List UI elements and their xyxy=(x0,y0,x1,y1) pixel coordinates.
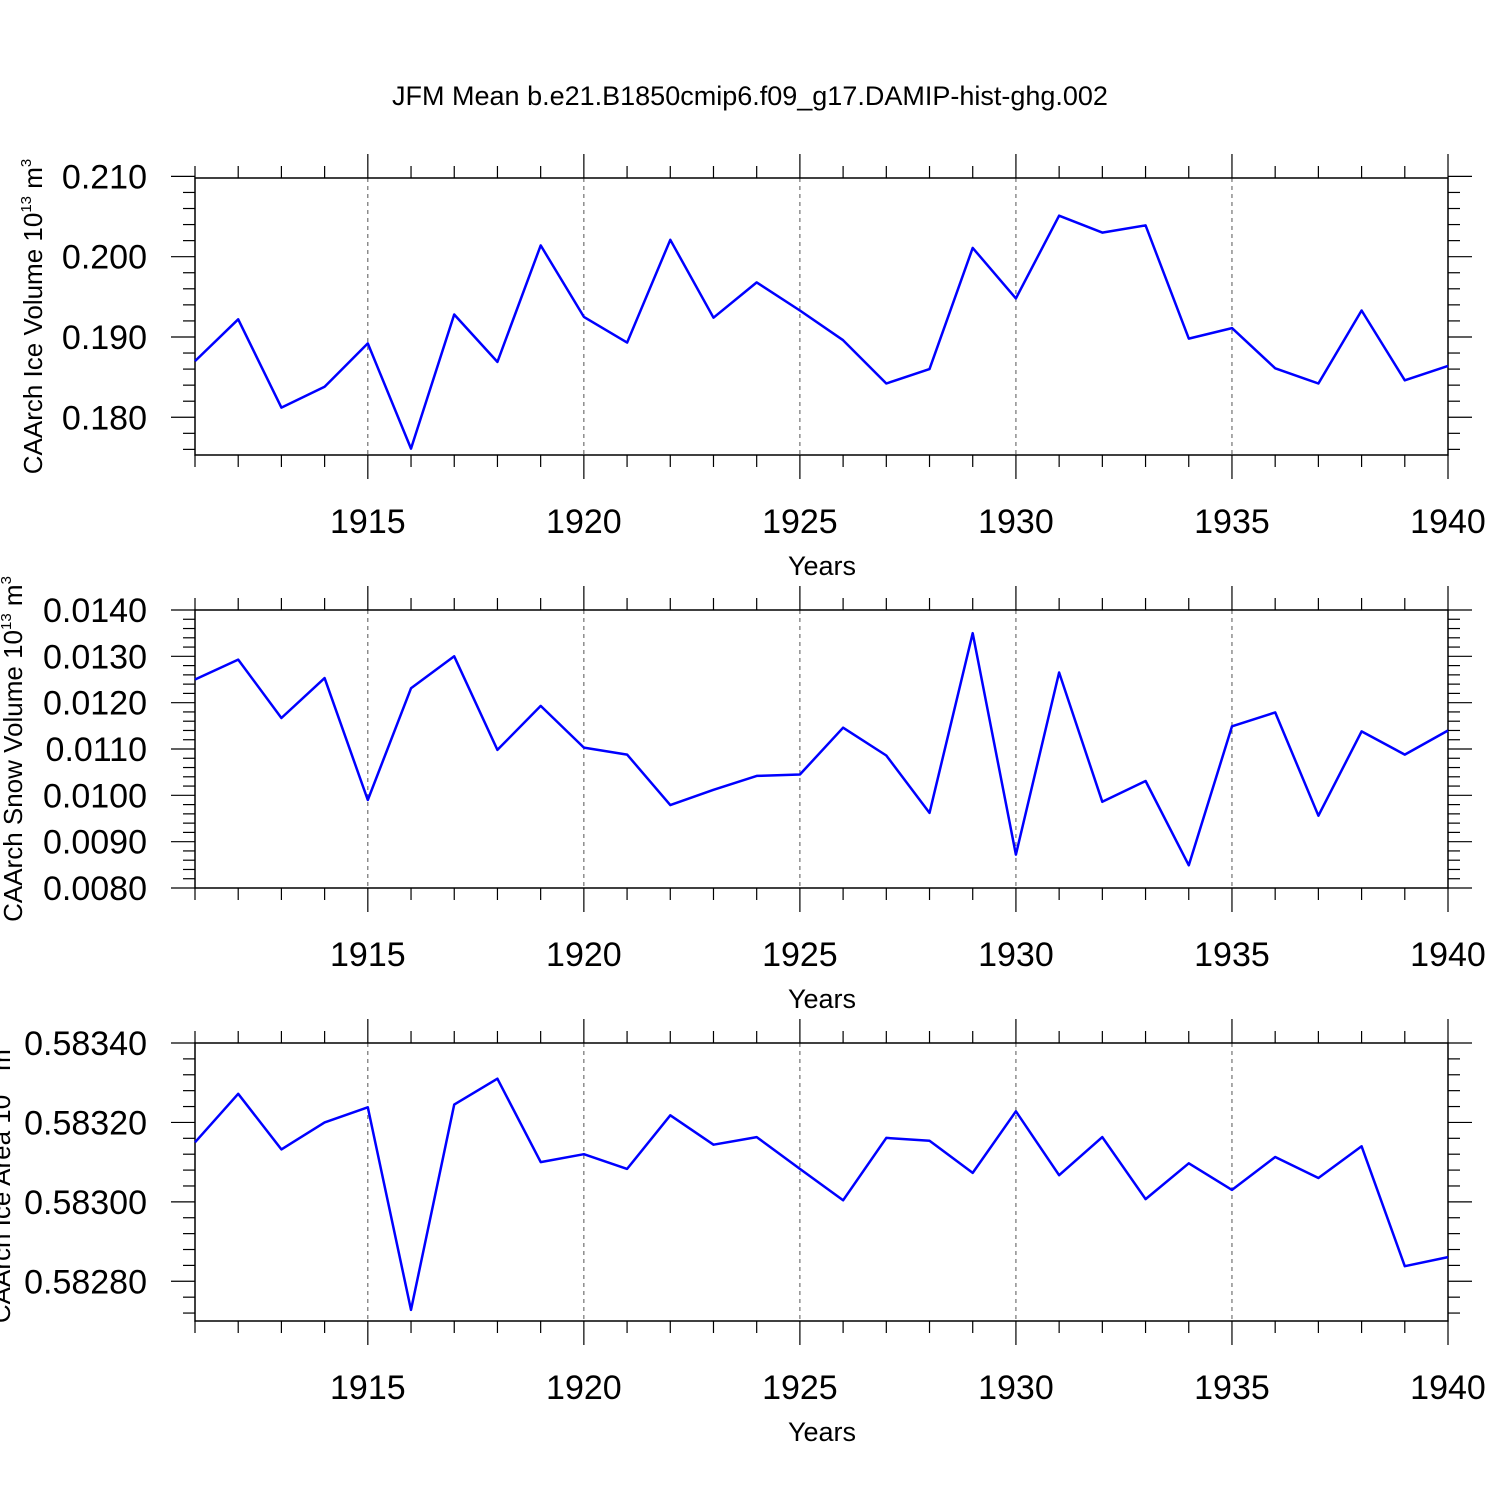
x-axis-label: Years xyxy=(788,984,856,1014)
x-tick-label: 1925 xyxy=(762,1369,838,1407)
y-tick-label: 0.0140 xyxy=(43,592,147,630)
x-axis-label: Years xyxy=(788,1417,856,1447)
x-tick-label: 1920 xyxy=(546,1369,622,1407)
y-axis-label-main: CAArch Snow Volume 10 xyxy=(0,630,28,922)
y-axis-label: CAArch Ice Area 1013 m2 xyxy=(0,1041,16,1323)
y-tick-label: 0.0090 xyxy=(43,824,147,862)
y-tick-label: 0.0130 xyxy=(43,638,147,676)
y-tick-label: 0.58280 xyxy=(24,1263,147,1301)
y-axis-label-unit: m xyxy=(18,167,48,196)
y-axis-label-main: CAArch Ice Volume 10 xyxy=(18,213,48,475)
y-tick-label: 0.0120 xyxy=(43,685,147,723)
y-axis-label-main: CAArch Ice Area 10 xyxy=(0,1095,16,1323)
chart-panel-3: 0.58280 0.58300 0.58320 0.58340 1915 1920 1925… xyxy=(0,1019,1486,1447)
x-tick-label: 1935 xyxy=(1194,936,1270,974)
y-axis-label-exponent: 13 xyxy=(0,613,15,630)
y-axis-label-exponent: 13 xyxy=(0,1078,3,1095)
y-axis-label-unit: m xyxy=(0,1049,16,1078)
y-axis-label-unit-exponent: 2 xyxy=(0,1041,3,1049)
x-tick-label: 1925 xyxy=(762,936,838,974)
x-tick-label: 1915 xyxy=(330,1369,406,1407)
x-tick-label: 1940 xyxy=(1410,503,1486,541)
plot-frame xyxy=(194,177,1449,456)
chart-panel-1: 0.180 0.190 0.200 0.210 1915 1920 1925 1930 1935… xyxy=(18,154,1486,581)
y-axis-label-exponent: 13 xyxy=(18,196,35,213)
y-axis-label-unit-exponent: 3 xyxy=(0,576,15,584)
x-tick-label: 1920 xyxy=(546,936,622,974)
x-tick-label: 1935 xyxy=(1194,1369,1270,1407)
x-tick-label: 1925 xyxy=(762,503,838,541)
x-tick-label: 1930 xyxy=(978,503,1054,541)
y-axis-label: CAArch Snow Volume 1013 m3 xyxy=(0,576,28,922)
y-tick-label: 0.0100 xyxy=(43,777,147,815)
chart-panel-2: 0.0080 0.0090 0.0100 0.0110 0.0120 0.0130 0.01… xyxy=(0,576,1486,1014)
x-tick-label: 1920 xyxy=(546,503,622,541)
series-line-1 xyxy=(194,631,1449,867)
figure-title: JFM Mean b.e21.B1850cmip6.f09_g17.DAMIP-… xyxy=(392,81,1108,111)
y-tick-label: 0.210 xyxy=(62,158,147,196)
y-tick-label: 0.0080 xyxy=(43,870,147,908)
chart-panels: 0.180 0.190 0.200 0.210 1915 1920 1925 1930 1935… xyxy=(0,154,1486,1447)
x-tick-label: 1930 xyxy=(978,1369,1054,1407)
plot-frame xyxy=(194,609,1449,889)
y-tick-label: 0.58300 xyxy=(24,1184,147,1222)
y-tick-label: 0.200 xyxy=(62,239,147,277)
y-axis-label-unit-exponent: 3 xyxy=(18,159,35,167)
y-tick-label: 0.180 xyxy=(62,399,147,437)
y-axis-label: CAArch Ice Volume 1013 m3 xyxy=(18,159,48,475)
x-axis-label: Years xyxy=(788,551,856,581)
x-tick-label: 1935 xyxy=(1194,503,1270,541)
y-tick-label: 0.0110 xyxy=(46,731,147,769)
series-line-1 xyxy=(194,214,1449,450)
plot-frame xyxy=(194,1042,1449,1322)
x-tick-label: 1915 xyxy=(330,503,406,541)
y-tick-label: 0.58320 xyxy=(24,1104,147,1142)
x-tick-label: 1915 xyxy=(330,936,406,974)
y-tick-label: 0.190 xyxy=(62,319,147,357)
x-tick-label: 1940 xyxy=(1410,936,1486,974)
x-tick-label: 1940 xyxy=(1410,1369,1486,1407)
x-tick-label: 1930 xyxy=(978,936,1054,974)
y-tick-label: 0.58340 xyxy=(24,1025,147,1063)
series-line-1 xyxy=(194,1077,1449,1312)
y-axis-label-unit: m xyxy=(0,584,28,613)
